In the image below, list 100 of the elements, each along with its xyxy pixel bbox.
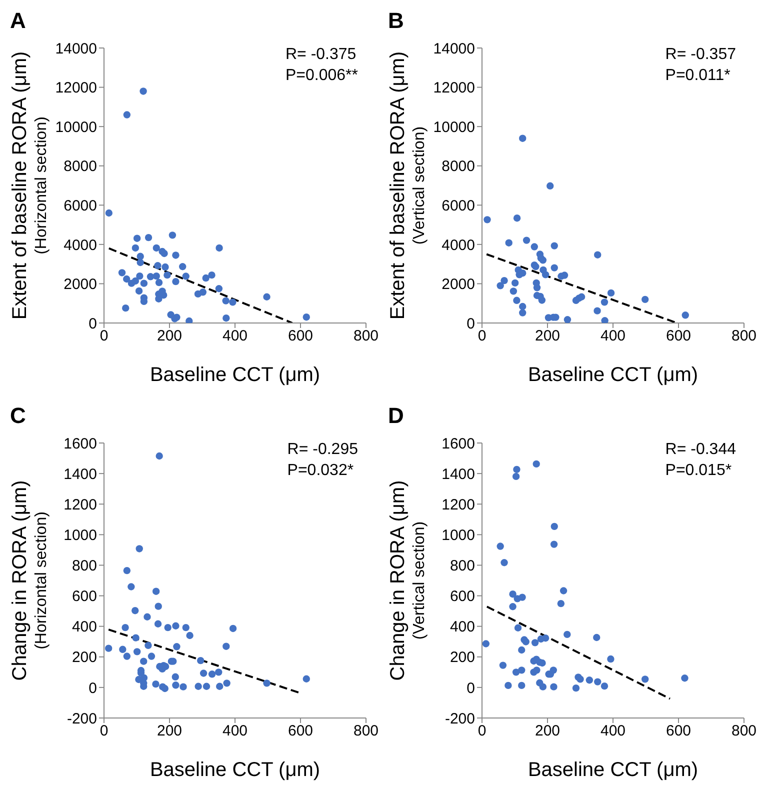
x-tick-label: 400: [222, 722, 248, 740]
x-tick-label: 800: [353, 328, 379, 345]
y-tick-label: 600: [72, 588, 97, 606]
point: [518, 682, 526, 690]
point: [518, 666, 526, 674]
y-tick-label: 1600: [64, 435, 97, 452]
point: [197, 656, 204, 664]
y-tick-label: 1200: [442, 496, 475, 514]
y-tick-label: 10000: [433, 118, 475, 136]
point: [222, 314, 230, 322]
point: [513, 296, 520, 304]
point: [533, 284, 541, 292]
point: [538, 296, 546, 304]
point: [550, 522, 558, 530]
x-axis-title: Baseline CCT (μm): [150, 364, 320, 386]
annotation: R= -0.295: [287, 440, 358, 460]
point: [215, 668, 222, 676]
point: [263, 293, 270, 300]
point: [510, 288, 518, 295]
x-tick-label: 0: [478, 722, 486, 740]
point: [182, 624, 190, 632]
x-tick-label: 200: [534, 722, 560, 740]
point: [152, 272, 160, 280]
point: [123, 111, 131, 118]
point: [123, 652, 131, 660]
point: [560, 272, 568, 279]
x-axis-title: Baseline CCT (μm): [150, 759, 320, 781]
point: [104, 644, 112, 652]
point: [123, 275, 130, 283]
point: [532, 460, 540, 468]
point: [200, 670, 208, 677]
point: [133, 234, 141, 242]
y-tick-label: 12000: [433, 80, 475, 97]
point: [504, 682, 512, 690]
point: [164, 271, 171, 279]
point: [132, 634, 140, 642]
point: [223, 680, 230, 687]
point: [594, 307, 601, 314]
point: [607, 289, 615, 297]
point: [154, 620, 162, 628]
point: [182, 272, 190, 280]
point: [564, 316, 572, 323]
point: [133, 648, 141, 656]
chart-title: B: [388, 8, 404, 34]
point: [222, 642, 230, 650]
point: [172, 278, 180, 286]
y-tick-label: 6000: [442, 197, 475, 214]
point: [215, 285, 223, 292]
point: [186, 317, 193, 323]
point: [229, 298, 236, 306]
point: [119, 646, 126, 654]
point: [641, 676, 649, 683]
y-tick-label: 0: [88, 315, 97, 332]
point: [511, 279, 519, 287]
point: [572, 684, 580, 692]
chart-title: A: [10, 8, 26, 34]
point: [302, 314, 310, 321]
chart-title: D: [388, 403, 404, 429]
point: [216, 244, 223, 252]
x-tick-label: 600: [288, 328, 314, 345]
point: [132, 606, 139, 614]
y-tick-label: 1000: [64, 526, 97, 544]
point: [546, 182, 554, 190]
point: [539, 683, 547, 690]
point: [216, 682, 224, 690]
point: [132, 244, 140, 252]
point: [152, 588, 160, 595]
x-tick-label: 600: [666, 722, 692, 740]
point: [146, 273, 154, 280]
point: [132, 277, 140, 285]
y-tick-label: 4000: [64, 236, 97, 254]
x-tick-label: 400: [600, 722, 626, 740]
x-tick-label: 400: [600, 328, 626, 345]
point: [533, 666, 540, 674]
point: [681, 674, 688, 682]
point: [560, 587, 568, 594]
y-tick-label: 200: [72, 649, 97, 666]
annotation: P=0.015*: [665, 461, 733, 481]
x-tick-label: 200: [156, 328, 182, 345]
point: [641, 296, 649, 304]
y-tick-label: 0: [466, 315, 475, 332]
y-tick-label: 800: [72, 558, 97, 575]
point: [302, 675, 310, 682]
point: [172, 673, 179, 681]
y-tick-label: -200: [66, 710, 97, 728]
point: [509, 590, 516, 598]
point: [194, 682, 202, 690]
point: [550, 683, 558, 690]
y-tick-label: 1000: [442, 526, 475, 544]
point: [179, 263, 186, 270]
y-tick-label: 14000: [55, 40, 97, 58]
point: [136, 272, 144, 280]
x-tick-label: 600: [666, 328, 692, 345]
point: [519, 134, 526, 142]
point: [518, 646, 526, 654]
point: [496, 542, 504, 550]
point: [600, 682, 608, 690]
point: [208, 670, 216, 678]
point: [154, 602, 162, 610]
point: [164, 624, 172, 632]
